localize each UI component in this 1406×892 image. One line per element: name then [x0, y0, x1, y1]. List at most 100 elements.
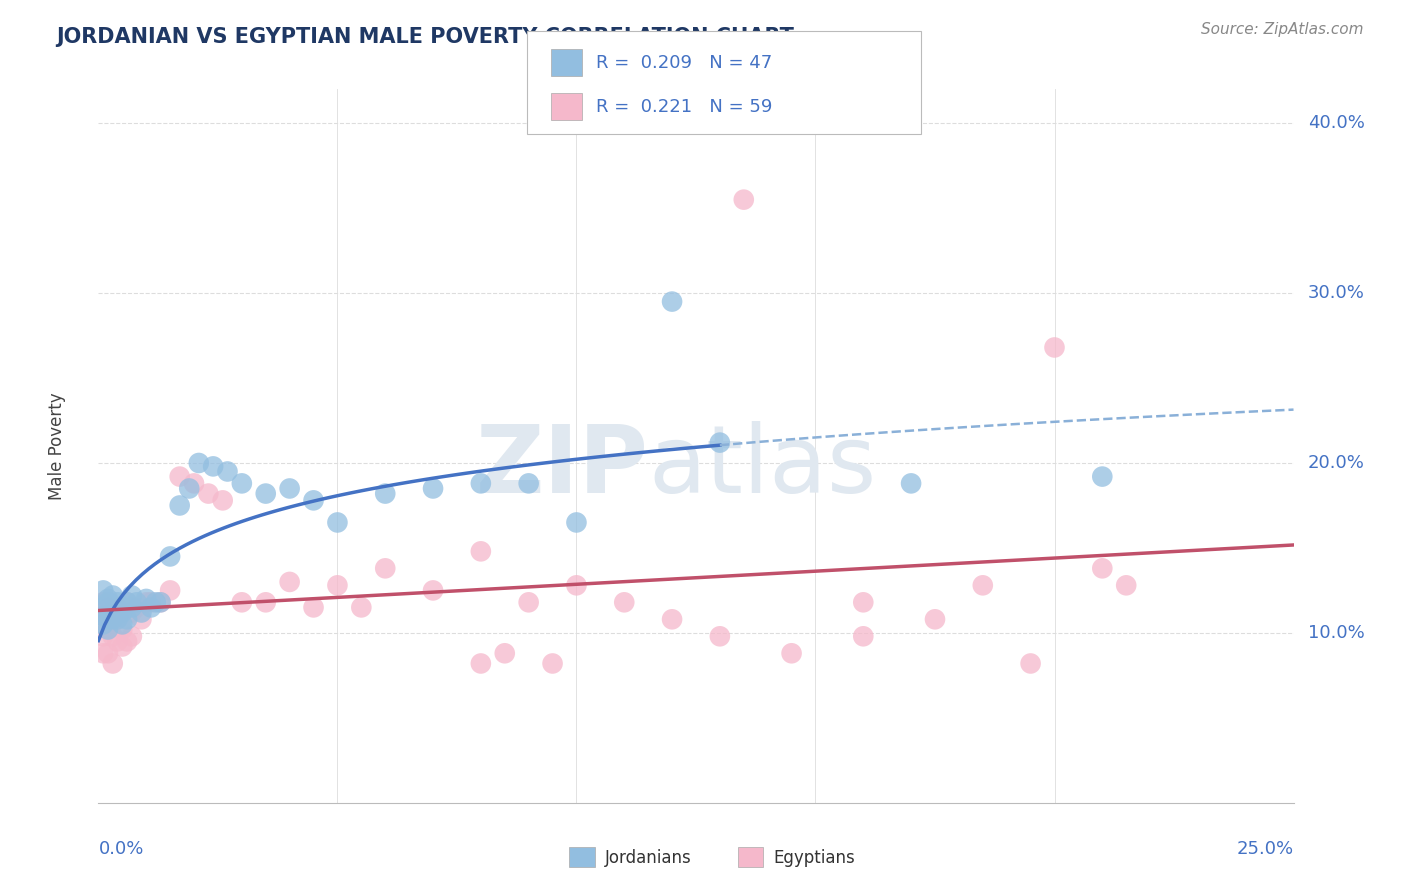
Text: 40.0%: 40.0%: [1308, 114, 1365, 132]
Point: [97, 600, 120, 615]
Point: [661, 294, 683, 309]
Point: [107, 612, 129, 626]
Point: [709, 629, 731, 643]
Text: Male Poverty: Male Poverty: [48, 392, 66, 500]
Point: [780, 646, 803, 660]
Point: [101, 589, 124, 603]
Point: [111, 600, 134, 615]
Point: [115, 595, 138, 609]
Point: [517, 595, 540, 609]
Point: [111, 640, 134, 654]
Point: [149, 595, 172, 609]
Point: [422, 583, 444, 598]
Text: R =  0.209   N = 47: R = 0.209 N = 47: [596, 54, 772, 71]
Text: Egyptians: Egyptians: [773, 849, 855, 867]
Point: [159, 549, 181, 564]
Point: [179, 482, 201, 496]
Point: [202, 459, 225, 474]
Point: [187, 456, 209, 470]
Point: [470, 476, 492, 491]
Text: 20.0%: 20.0%: [1308, 454, 1365, 472]
Point: [107, 595, 129, 609]
Point: [924, 612, 946, 626]
Point: [91, 608, 114, 623]
Point: [145, 595, 167, 609]
Point: [111, 623, 134, 637]
Point: [91, 600, 114, 615]
Point: [91, 608, 114, 623]
Point: [470, 657, 492, 671]
Point: [111, 617, 134, 632]
Point: [97, 595, 120, 609]
Point: [159, 583, 181, 598]
Point: [613, 595, 636, 609]
Point: [121, 589, 143, 603]
Point: [302, 493, 325, 508]
Point: [97, 623, 120, 637]
Text: 30.0%: 30.0%: [1308, 284, 1365, 302]
Point: [565, 578, 588, 592]
Point: [278, 574, 301, 589]
Point: [101, 657, 124, 671]
Point: [101, 606, 124, 620]
Point: [1091, 561, 1114, 575]
Point: [135, 591, 157, 606]
Point: [374, 561, 396, 575]
Point: [211, 493, 233, 508]
Point: [111, 606, 134, 620]
Point: [852, 595, 875, 609]
Point: [91, 612, 114, 626]
Point: [107, 612, 129, 626]
Point: [1115, 578, 1137, 592]
Point: [91, 595, 114, 609]
Point: [183, 476, 205, 491]
Text: 25.0%: 25.0%: [1236, 840, 1294, 858]
Point: [231, 595, 253, 609]
Text: Source: ZipAtlas.com: Source: ZipAtlas.com: [1201, 22, 1364, 37]
Point: [661, 612, 683, 626]
Point: [422, 482, 444, 496]
Point: [101, 629, 124, 643]
Point: [97, 612, 120, 626]
Text: JORDANIAN VS EGYPTIAN MALE POVERTY CORRELATION CHART: JORDANIAN VS EGYPTIAN MALE POVERTY CORRE…: [56, 27, 794, 46]
Point: [217, 465, 239, 479]
Point: [149, 595, 172, 609]
Point: [254, 595, 277, 609]
Point: [125, 600, 148, 615]
Point: [131, 606, 153, 620]
Point: [115, 612, 138, 626]
Point: [111, 606, 134, 620]
Point: [231, 476, 253, 491]
Point: [1043, 341, 1066, 355]
Point: [972, 578, 994, 592]
Point: [254, 486, 277, 500]
Point: [326, 578, 349, 592]
Point: [101, 606, 124, 620]
Point: [197, 486, 219, 500]
Point: [135, 595, 157, 609]
Text: atlas: atlas: [648, 421, 876, 514]
Point: [91, 629, 114, 643]
Point: [517, 476, 540, 491]
Text: 10.0%: 10.0%: [1308, 624, 1365, 642]
Point: [1091, 469, 1114, 483]
Text: ZIP: ZIP: [475, 421, 648, 514]
Point: [709, 435, 731, 450]
Point: [302, 600, 325, 615]
Point: [121, 606, 143, 620]
Point: [139, 595, 162, 609]
Text: R =  0.221   N = 59: R = 0.221 N = 59: [596, 97, 772, 116]
Point: [115, 595, 138, 609]
Point: [470, 544, 492, 558]
Point: [733, 193, 755, 207]
Point: [169, 499, 191, 513]
Point: [1019, 657, 1042, 671]
Point: [565, 516, 588, 530]
Point: [121, 600, 143, 615]
Point: [107, 600, 129, 615]
Point: [121, 629, 143, 643]
Point: [91, 617, 114, 632]
Point: [169, 469, 191, 483]
Point: [131, 612, 153, 626]
Text: Jordanians: Jordanians: [605, 849, 692, 867]
